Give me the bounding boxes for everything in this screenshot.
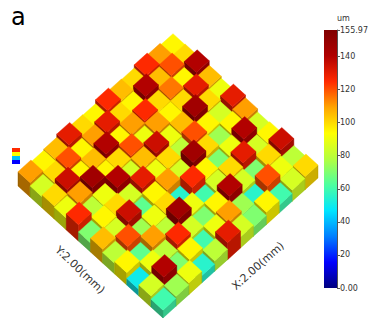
- svg-text:140: 140: [340, 52, 355, 61]
- svg-text:155.97: 155.97: [340, 26, 368, 35]
- svg-text:100: 100: [340, 118, 355, 127]
- svg-text:20: 20: [340, 250, 350, 259]
- svg-text:60: 60: [340, 184, 350, 193]
- svg-text:80: 80: [340, 151, 350, 160]
- svg-text:40: 40: [340, 217, 350, 226]
- svg-text:X:2.00(mm): X:2.00(mm): [229, 239, 287, 293]
- svg-text:120: 120: [340, 85, 355, 94]
- svg-text:Y:2.00(mm): Y:2.00(mm): [52, 243, 108, 297]
- svg-text:um: um: [337, 14, 350, 23]
- svg-text:a: a: [11, 3, 26, 31]
- svg-text:0.00: 0.00: [340, 284, 358, 293]
